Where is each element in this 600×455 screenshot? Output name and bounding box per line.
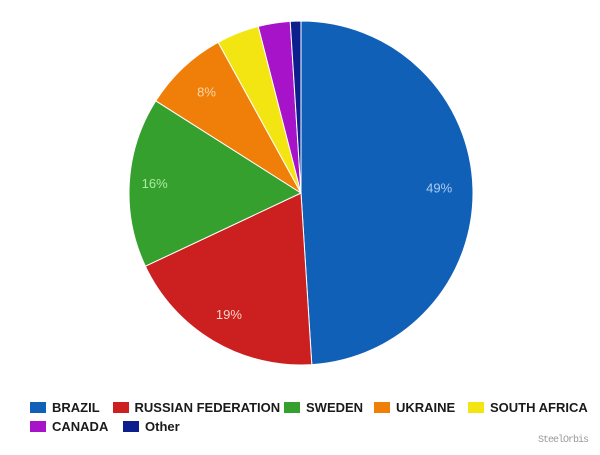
svg-text:16%: 16% — [142, 176, 168, 191]
svg-text:8%: 8% — [197, 85, 216, 100]
svg-text:19%: 19% — [216, 307, 242, 322]
svg-text:49%: 49% — [426, 181, 452, 196]
